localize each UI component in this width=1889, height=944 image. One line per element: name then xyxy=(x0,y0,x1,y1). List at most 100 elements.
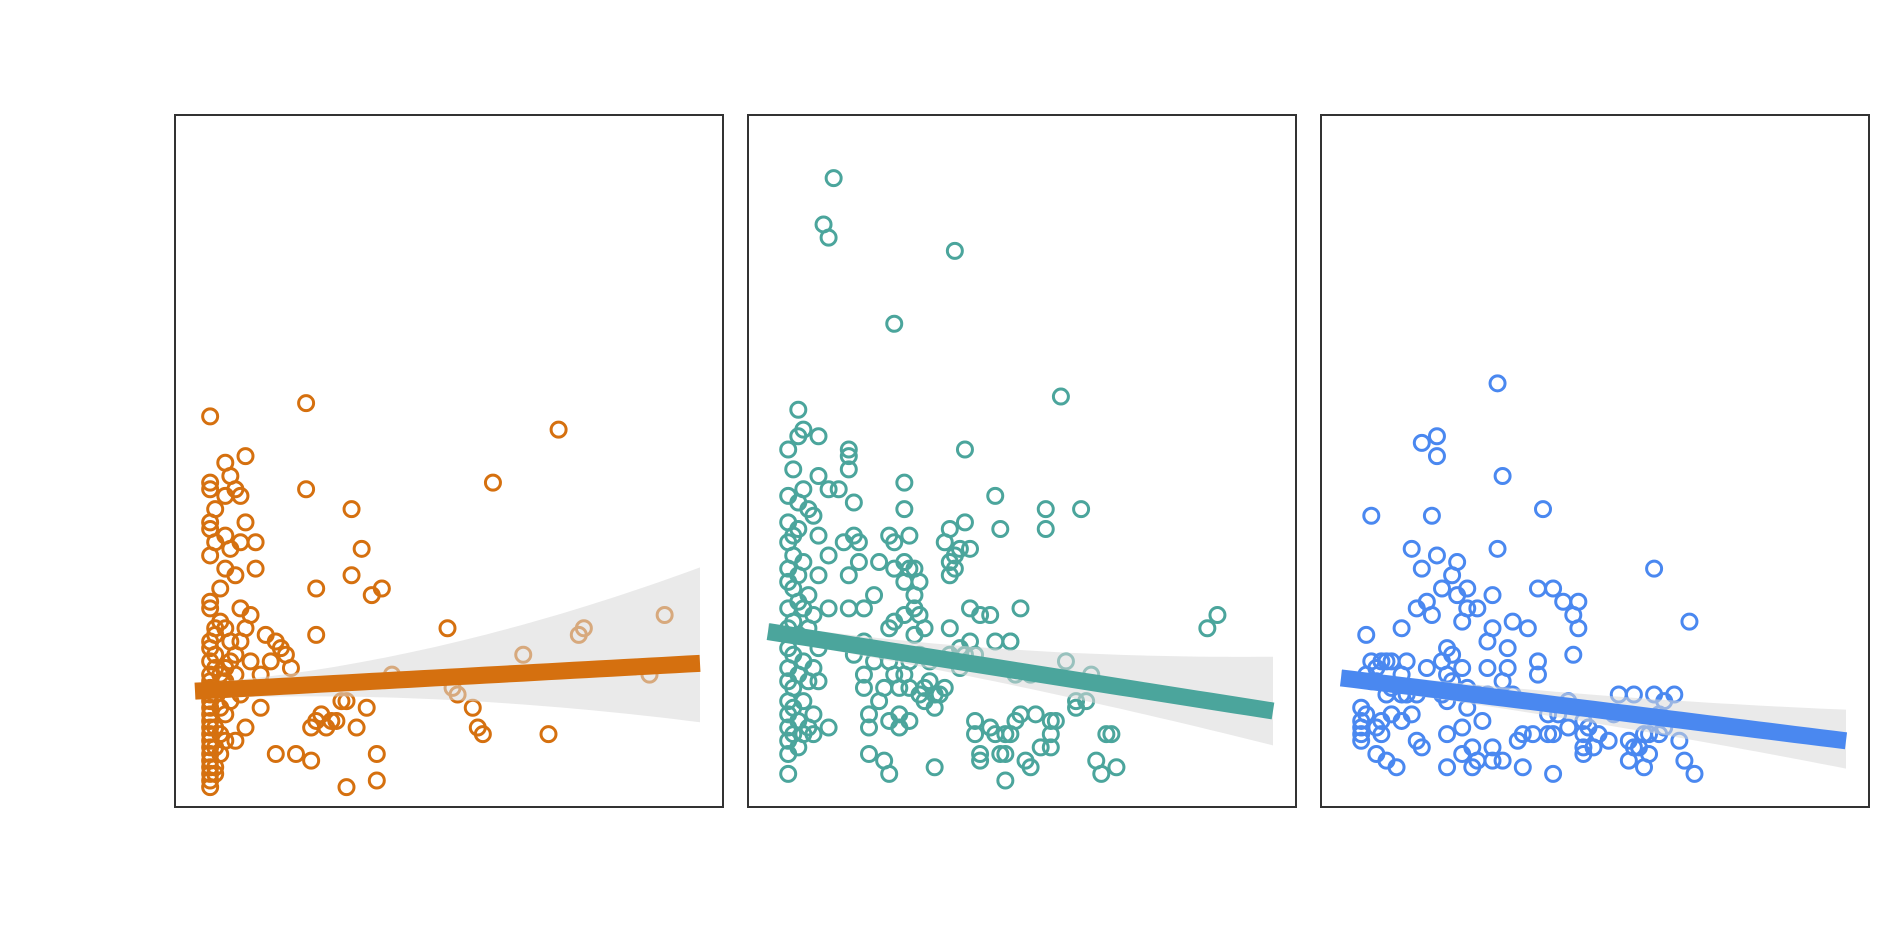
data-point xyxy=(1102,725,1121,744)
data-point xyxy=(1539,725,1558,744)
data-point xyxy=(895,473,914,492)
data-point xyxy=(1357,625,1376,644)
data-point xyxy=(784,460,803,479)
data-point xyxy=(819,480,838,499)
data-point xyxy=(839,460,858,479)
data-point xyxy=(1624,738,1643,757)
data-point xyxy=(201,473,220,492)
data-point xyxy=(297,394,316,413)
data-point xyxy=(473,725,492,744)
data-point xyxy=(1544,579,1563,598)
data-point xyxy=(789,400,808,419)
data-point xyxy=(794,692,813,711)
data-point xyxy=(1478,658,1497,677)
data-point xyxy=(211,579,230,598)
data-point xyxy=(1392,619,1411,638)
data-point xyxy=(779,440,798,459)
data-point xyxy=(940,619,959,638)
trend-line xyxy=(194,654,701,700)
data-point xyxy=(1468,599,1487,618)
data-point xyxy=(981,606,1000,625)
data-point xyxy=(322,711,341,730)
data-point xyxy=(804,705,823,724)
data-point xyxy=(302,751,321,770)
data-point xyxy=(950,539,969,558)
data-point xyxy=(231,486,250,505)
data-point xyxy=(1433,579,1451,598)
data-point xyxy=(1427,447,1446,466)
data-point xyxy=(342,500,361,519)
data-point xyxy=(1574,738,1593,757)
data-point xyxy=(804,725,823,744)
data-point xyxy=(483,473,502,492)
data-point xyxy=(287,745,305,764)
data-point xyxy=(438,619,457,638)
data-point xyxy=(986,632,1005,651)
data-point xyxy=(1011,599,1030,618)
data-point xyxy=(955,513,974,532)
data-point xyxy=(819,718,838,737)
data-point xyxy=(372,579,391,598)
data-point xyxy=(1534,500,1552,519)
data-point xyxy=(1528,652,1547,671)
data-point xyxy=(991,519,1010,538)
data-point xyxy=(1513,758,1532,777)
data-point xyxy=(986,486,1005,505)
data-point xyxy=(1107,758,1126,777)
data-point xyxy=(236,513,255,532)
data-point xyxy=(1402,705,1421,724)
data-point xyxy=(839,599,858,618)
data-point xyxy=(1412,433,1431,452)
data-point xyxy=(1417,658,1436,677)
data-point xyxy=(839,447,858,466)
data-point xyxy=(900,526,919,545)
data-point xyxy=(1443,645,1462,664)
data-point xyxy=(1528,665,1547,684)
data-point xyxy=(1377,652,1396,671)
data-point xyxy=(860,718,878,737)
data-point xyxy=(1001,632,1020,651)
data-point xyxy=(307,625,326,644)
data-point xyxy=(819,228,838,247)
data-point xyxy=(925,758,944,777)
data-point xyxy=(1026,705,1045,724)
data-point xyxy=(327,711,346,730)
data-point xyxy=(996,745,1015,764)
data-point xyxy=(1498,658,1517,677)
data-point xyxy=(966,725,985,744)
data-point xyxy=(216,731,235,750)
data-point xyxy=(910,572,929,591)
data-point xyxy=(1402,539,1421,558)
data-point xyxy=(799,586,818,605)
data-point xyxy=(241,606,260,625)
data-point xyxy=(794,553,813,572)
data-point xyxy=(1041,711,1060,730)
data-point xyxy=(1041,738,1060,757)
data-point xyxy=(1422,506,1441,525)
data-point xyxy=(804,506,823,525)
data-point xyxy=(357,698,376,717)
data-point xyxy=(1427,546,1446,565)
data-point xyxy=(246,533,265,552)
data-point xyxy=(1599,731,1618,750)
data-point xyxy=(1352,725,1371,744)
data-point xyxy=(201,592,220,611)
data-point xyxy=(1675,751,1694,770)
data-point xyxy=(549,420,568,439)
data-point xyxy=(809,672,828,691)
data-point xyxy=(1544,725,1563,744)
data-point xyxy=(854,599,873,618)
data-point xyxy=(829,480,848,499)
data-point xyxy=(849,533,868,552)
data-point xyxy=(1680,612,1699,631)
data-point xyxy=(895,500,914,519)
data-point xyxy=(945,559,964,578)
data-point xyxy=(779,764,798,783)
data-point xyxy=(789,519,808,538)
data-point xyxy=(860,745,878,764)
data-point xyxy=(865,586,884,605)
data-point xyxy=(1513,725,1532,744)
data-point xyxy=(1645,559,1664,578)
data-point xyxy=(971,606,990,625)
